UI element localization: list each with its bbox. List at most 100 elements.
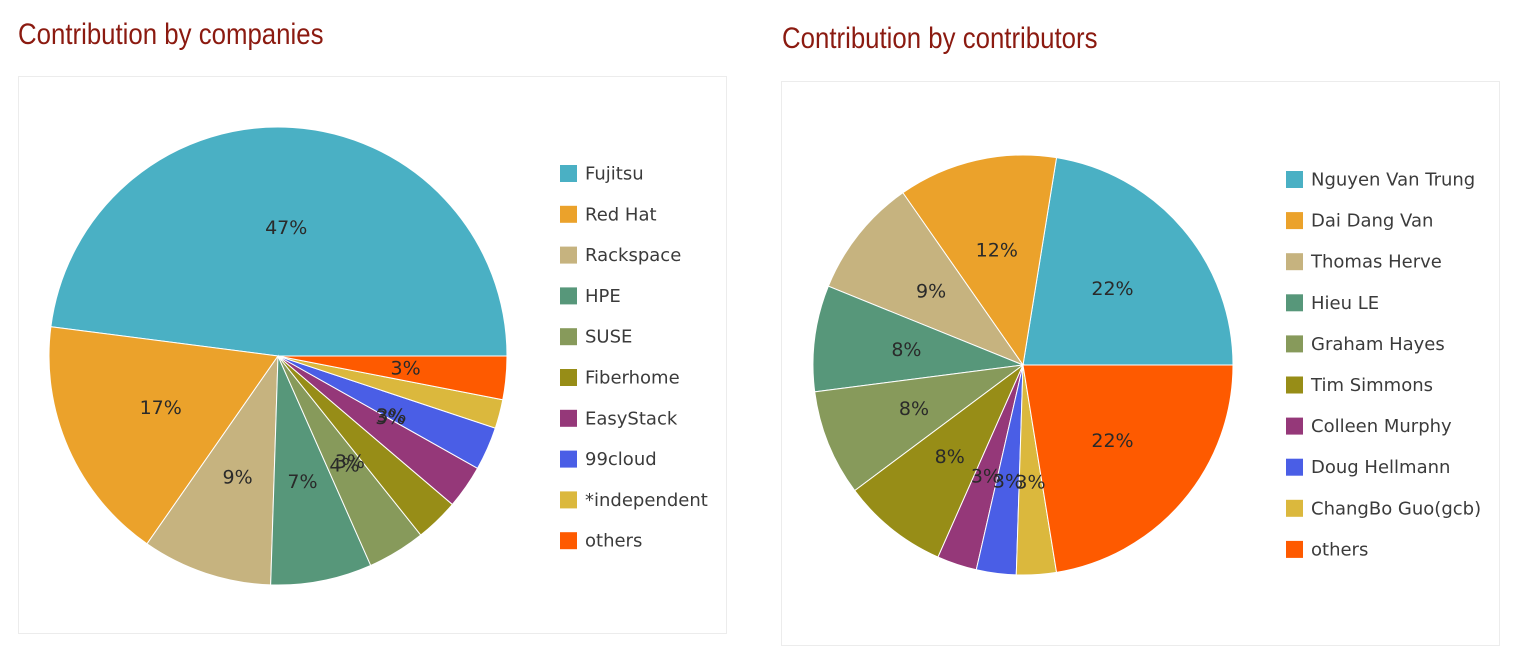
- slice-data-label: 9%: [223, 467, 253, 489]
- legend-item-fujitsu: Fujitsu: [560, 164, 644, 185]
- legend-item-nguyen-van-trung: Nguyen Van Trung: [1286, 170, 1475, 191]
- legend-label: Rackspace: [585, 245, 681, 266]
- companies-chart: Contribution by companies Fujitsu Red Hat…: [0, 0, 740, 650]
- slice-data-label: 3%: [391, 357, 421, 379]
- chart-title: Contribution by companies: [18, 18, 324, 51]
- legend-label: ChangBo Guo(gcb): [1311, 498, 1481, 519]
- legend-item-independent: *independent: [560, 490, 708, 511]
- legend-swatch: [560, 165, 577, 182]
- legend-swatch: [560, 409, 577, 427]
- legend-label: Tim Simmons: [1310, 375, 1433, 396]
- legend-swatch: [1286, 294, 1303, 312]
- pie-slice-rackspace: [146, 354, 279, 586]
- legend-swatch: [560, 246, 577, 264]
- pie-slice-fujitsu: [50, 126, 508, 357]
- legend-label: Dai Dang Van: [1311, 211, 1433, 232]
- legend-item-graham-hayes: Graham Hayes: [1286, 334, 1445, 355]
- slice-data-label: 12%: [976, 239, 1018, 261]
- slice-labels: 47%17%9% 7%4%3%3%3%3%: [140, 217, 421, 493]
- slice-data-label: 8%: [935, 446, 965, 468]
- pie-slice-others: [277, 355, 508, 401]
- legend-swatch: [560, 450, 577, 468]
- legend-item-changbo-guo-gcb: ChangBo Guo(gcb): [1286, 498, 1481, 519]
- pie-slice-red-hat: [48, 326, 279, 545]
- chart-panel: Fujitsu Red Hat Rackspace HPE SUSE Fiberhome E…: [18, 76, 727, 634]
- legend-item-tim-simmons: Tim Simmons: [1286, 375, 1433, 396]
- pie-slice-nguyen-van-trung: [1022, 157, 1234, 366]
- slice-data-label: 8%: [891, 339, 921, 361]
- pie-slices: [48, 126, 508, 586]
- legend-swatch: [1286, 212, 1303, 230]
- legend-label: Hieu LE: [1311, 293, 1379, 314]
- legend-label: Graham Hayes: [1311, 334, 1445, 355]
- legend-item-others: others: [1286, 539, 1368, 560]
- slice-data-label: 3%: [1015, 471, 1045, 493]
- pie-slice-hpe: [270, 355, 372, 586]
- legend-label: Nguyen Van Trung: [1311, 170, 1475, 191]
- legend-swatch: [1286, 335, 1303, 353]
- slice-data-label: 3%: [375, 407, 405, 429]
- slice-data-label: 22%: [1091, 278, 1133, 300]
- legend-item-hieu-le: Hieu LE: [1286, 293, 1379, 314]
- legend-swatch: [560, 205, 577, 223]
- pie-chart-svg: Nguyen Van Trung Dai Dang Van Thomas Herve…: [812, 154, 1481, 576]
- slice-data-label: 22%: [1091, 430, 1133, 452]
- slice-data-label: 8%: [899, 398, 929, 420]
- legend-label: Fujitsu: [585, 164, 644, 185]
- legend-label: EasyStack: [585, 408, 678, 429]
- slice-data-label: 3%: [335, 451, 365, 473]
- legend-item-thomas-herve: Thomas Herve: [1286, 252, 1442, 273]
- legend-label: Doug Hellmann: [1311, 457, 1450, 478]
- legend-swatch: [560, 532, 577, 550]
- legend-swatch: [1286, 458, 1303, 476]
- legend-item-red-hat: Red Hat: [560, 204, 657, 225]
- legend-label: 99cloud: [585, 449, 657, 470]
- legend-swatch: [1286, 253, 1303, 271]
- slice-labels: 22%12%9%8%8%8%3%3%3%22%: [891, 239, 1133, 493]
- legend-item-suse: SUSE: [560, 327, 632, 348]
- slice-data-label: 4%: [329, 455, 359, 477]
- legend-item-dai-dang-van: Dai Dang Van: [1286, 211, 1433, 232]
- legend-swatch: [1286, 417, 1303, 435]
- pie-slice-dai-dang-van: [902, 154, 1058, 367]
- slice-data-label: 47%: [265, 217, 307, 239]
- legend-item-rackspace: Rackspace: [560, 245, 681, 266]
- pie-slice-thomas-herve: [827, 192, 1025, 367]
- pie-chart-svg: Fujitsu Red Hat Rackspace HPE SUSE Fiberhome E…: [48, 126, 708, 586]
- slice-data-label: 3%: [993, 471, 1023, 493]
- pie-slices: [812, 154, 1234, 576]
- chart-panel: Nguyen Van Trung Dai Dang Van Thomas Herve…: [781, 81, 1500, 646]
- legend-label: others: [585, 531, 642, 552]
- legend-label: Thomas Herve: [1310, 252, 1442, 273]
- contributors-chart: Contribution by contributors Nguyen Van …: [780, 0, 1518, 650]
- legend-label: others: [1311, 539, 1368, 560]
- legend-swatch: [560, 287, 577, 305]
- slice-data-label: 3%: [376, 405, 406, 427]
- legend-swatch: [1286, 376, 1303, 394]
- legend-label: SUSE: [585, 327, 632, 348]
- pie-slice-hieu-le: [812, 285, 1025, 393]
- legend-label: HPE: [585, 286, 621, 307]
- legend-label: Fiberhome: [585, 368, 680, 389]
- legend-item-hpe: HPE: [560, 286, 621, 307]
- slice-data-label: 3%: [971, 466, 1001, 488]
- legend-item-fiberhome: Fiberhome: [560, 368, 680, 389]
- slice-data-label: 17%: [140, 397, 182, 419]
- legend-item-easystack: EasyStack: [560, 408, 678, 429]
- legend-label: *independent: [585, 490, 708, 511]
- legend-label: Colleen Murphy: [1311, 416, 1452, 437]
- legend-item-99cloud: 99cloud: [560, 449, 657, 470]
- legend-item-doug-hellmann: Doug Hellmann: [1286, 457, 1450, 478]
- legend-label: Red Hat: [585, 204, 657, 225]
- legend-item-others: others: [560, 531, 642, 552]
- legend-swatch: [560, 328, 577, 346]
- slice-data-label: 7%: [287, 471, 317, 493]
- pie-slice-tim-simmons: [854, 363, 1025, 558]
- legend-swatch: [1286, 499, 1303, 517]
- legend-swatch: [1286, 540, 1303, 558]
- legend-swatch: [560, 369, 577, 386]
- legend-swatch: [560, 491, 577, 509]
- pie-slice-graham-hayes: [814, 364, 1025, 492]
- chart-title: Contribution by contributors: [782, 22, 1098, 55]
- legend-item-colleen-murphy: Colleen Murphy: [1286, 416, 1452, 437]
